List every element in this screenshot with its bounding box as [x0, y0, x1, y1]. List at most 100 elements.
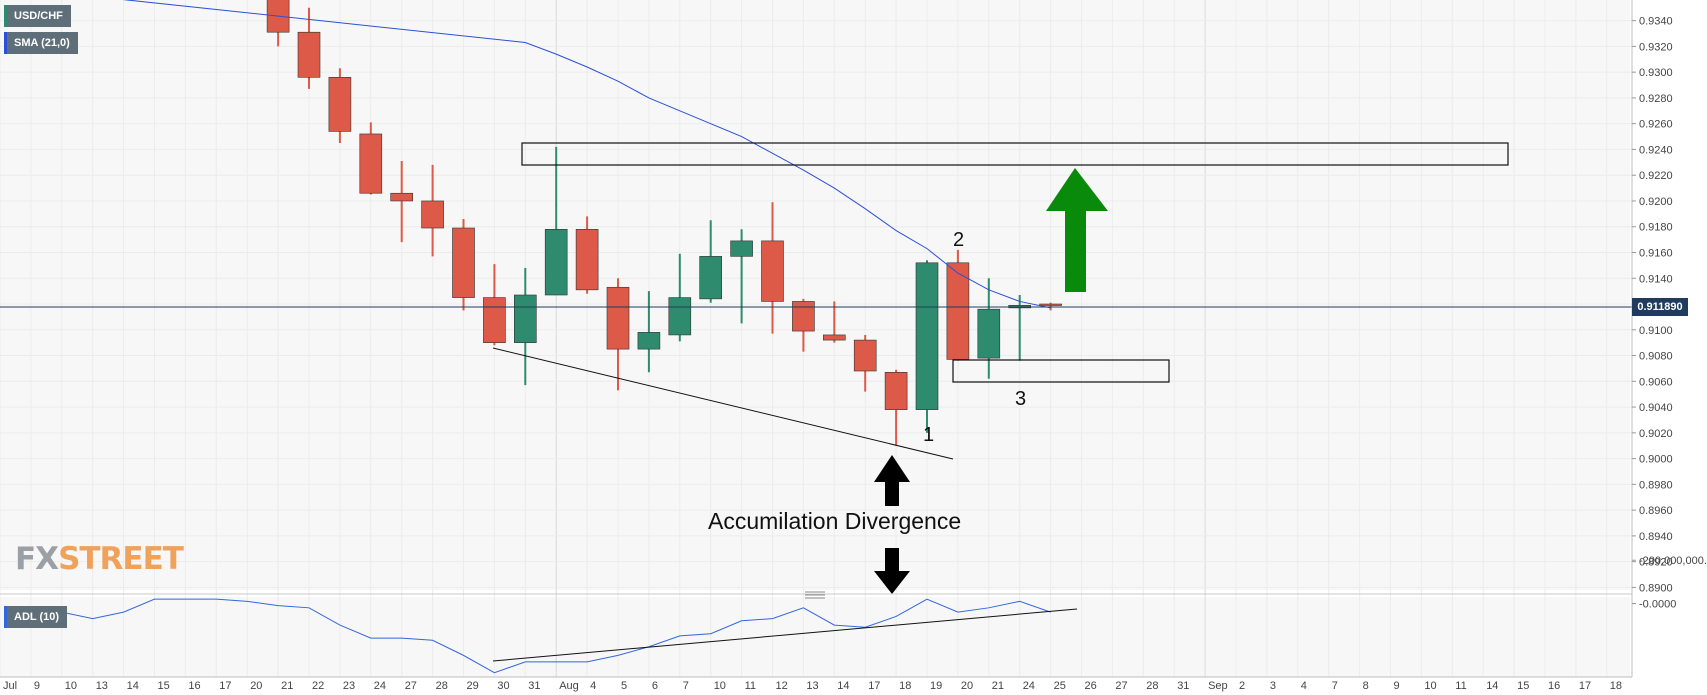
candle — [853, 334, 877, 392]
y-tick-label: 0.9280 — [1639, 93, 1673, 105]
x-tick-label: 21 — [281, 680, 293, 692]
x-tick-label: 15 — [1517, 680, 1529, 692]
x-tick-label: 28 — [436, 680, 448, 692]
adl-legend[interactable]: ADL (10) — [4, 606, 68, 628]
y-tick-label: 0.9060 — [1639, 376, 1673, 388]
y-tick-label: 0.8920 — [1639, 557, 1673, 569]
x-tick-label: 30 — [497, 680, 509, 692]
x-tick-label: 11 — [745, 680, 756, 692]
candle-body — [606, 286, 630, 350]
x-tick-label: 4 — [590, 680, 596, 692]
candle — [915, 260, 939, 433]
x-tick-label: 19 — [930, 680, 942, 692]
indicator-plot-background — [0, 597, 1630, 677]
candle — [977, 278, 1001, 379]
x-tick-label: 14 — [837, 680, 849, 692]
x-tick-label: 22 — [312, 680, 324, 692]
logo-street: STREET — [58, 541, 184, 577]
candle — [359, 122, 383, 195]
x-tick-label: 17 — [868, 680, 880, 692]
candle — [792, 298, 815, 352]
candle-body — [297, 31, 321, 78]
x-tick-label: 13 — [806, 680, 818, 692]
candle — [699, 220, 723, 303]
y-tick-label: 0.9180 — [1639, 222, 1673, 234]
annotation-3: 3 — [1015, 388, 1026, 410]
black-down-arrow — [874, 548, 910, 594]
candle-body — [328, 76, 352, 132]
price-trendline — [492, 347, 954, 460]
candle-body — [915, 262, 939, 410]
x-tick-label: 2 — [1239, 680, 1245, 692]
x-tick-label: 14 — [1486, 680, 1498, 692]
sma-legend[interactable]: SMA (21,0) — [4, 32, 78, 54]
fxstreet-logo: FXSTREET — [15, 541, 184, 577]
pane-resize-handle[interactable] — [805, 591, 825, 599]
x-tick-label: 9 — [34, 680, 40, 692]
x-tick-label: 16 — [188, 680, 200, 692]
candle-body — [853, 339, 877, 372]
x-tick-label: 26 — [1085, 680, 1097, 692]
x-tick-label: 18 — [899, 680, 911, 692]
resistance-zone-box — [521, 142, 1509, 166]
y-tick-label: 0.9260 — [1639, 119, 1673, 131]
candle — [328, 68, 352, 143]
candle-body — [390, 192, 414, 202]
candle-body — [575, 229, 599, 291]
sma-label: SMA (21,0) — [14, 37, 70, 49]
y-tick-label: 0.9300 — [1639, 67, 1673, 79]
support-zone-box — [952, 359, 1170, 383]
y-tick-label: 0.9200 — [1639, 196, 1673, 208]
y-tick-label: 0.8900 — [1639, 582, 1673, 594]
candle-body — [761, 240, 784, 302]
x-tick-label: 17 — [219, 680, 231, 692]
candle-body — [544, 229, 568, 296]
x-tick-label: 6 — [652, 680, 658, 692]
candle — [606, 278, 630, 391]
x-tick-label: 27 — [405, 680, 417, 692]
black-up-arrow — [874, 455, 910, 506]
x-tick-label: Sep — [1208, 680, 1228, 692]
x-tick-label: 25 — [1054, 680, 1066, 692]
candle — [544, 146, 568, 296]
annotation-1: 1 — [923, 424, 934, 446]
logo-fx: FX — [15, 541, 59, 577]
x-tick-label: 7 — [1332, 680, 1338, 692]
adl-trendline — [492, 608, 1078, 662]
y-tick-label: 0.9240 — [1639, 144, 1673, 156]
candle — [452, 218, 475, 311]
x-tick-label: 24 — [1023, 680, 1035, 692]
main-plot-background — [0, 0, 1630, 590]
y-tick-label: 0.9000 — [1639, 454, 1673, 466]
x-tick-label: Aug — [559, 680, 579, 692]
y-tick-label: 0.8980 — [1639, 479, 1673, 491]
y-tick-label: 0.9160 — [1639, 247, 1673, 259]
adl-y-axis-labels: -0.0000 -200,000,000.0 — [1632, 555, 1707, 610]
y-tick-label: 0.9080 — [1639, 351, 1673, 363]
current-price-badge: 0.911890 — [1632, 298, 1688, 316]
instrument-legend[interactable]: USD/CHF — [4, 5, 71, 27]
candle-body — [483, 297, 506, 343]
y-tick-label: 0.9140 — [1639, 273, 1673, 285]
candle — [297, 7, 321, 89]
x-tick-label: 29 — [467, 680, 479, 692]
adl-label: ADL (10) — [14, 611, 60, 623]
candle-body — [884, 371, 908, 410]
x-tick-label: 10 — [714, 680, 726, 692]
candle-body — [792, 301, 815, 332]
candle-body — [513, 294, 537, 343]
candle-body — [452, 227, 475, 298]
x-tick-label: 21 — [992, 680, 1004, 692]
candle-body — [977, 308, 1001, 359]
adl-swatch — [4, 606, 7, 628]
y-tick-label: 0.9100 — [1639, 325, 1673, 337]
y-grid — [0, 20, 1632, 588]
x-tick-label: 15 — [158, 680, 170, 692]
x-axis-labels: Jul 9 10 13 14 15 16 17 20 21 22 23 24 27 28 29 30 31 Aug 4… — [3, 680, 1622, 692]
x-tick-label: 20 — [961, 680, 973, 692]
candle-body — [1039, 303, 1062, 306]
candle — [761, 202, 784, 334]
candlestick-series — [266, 0, 1062, 446]
x-tick-label: 4 — [1301, 680, 1307, 692]
